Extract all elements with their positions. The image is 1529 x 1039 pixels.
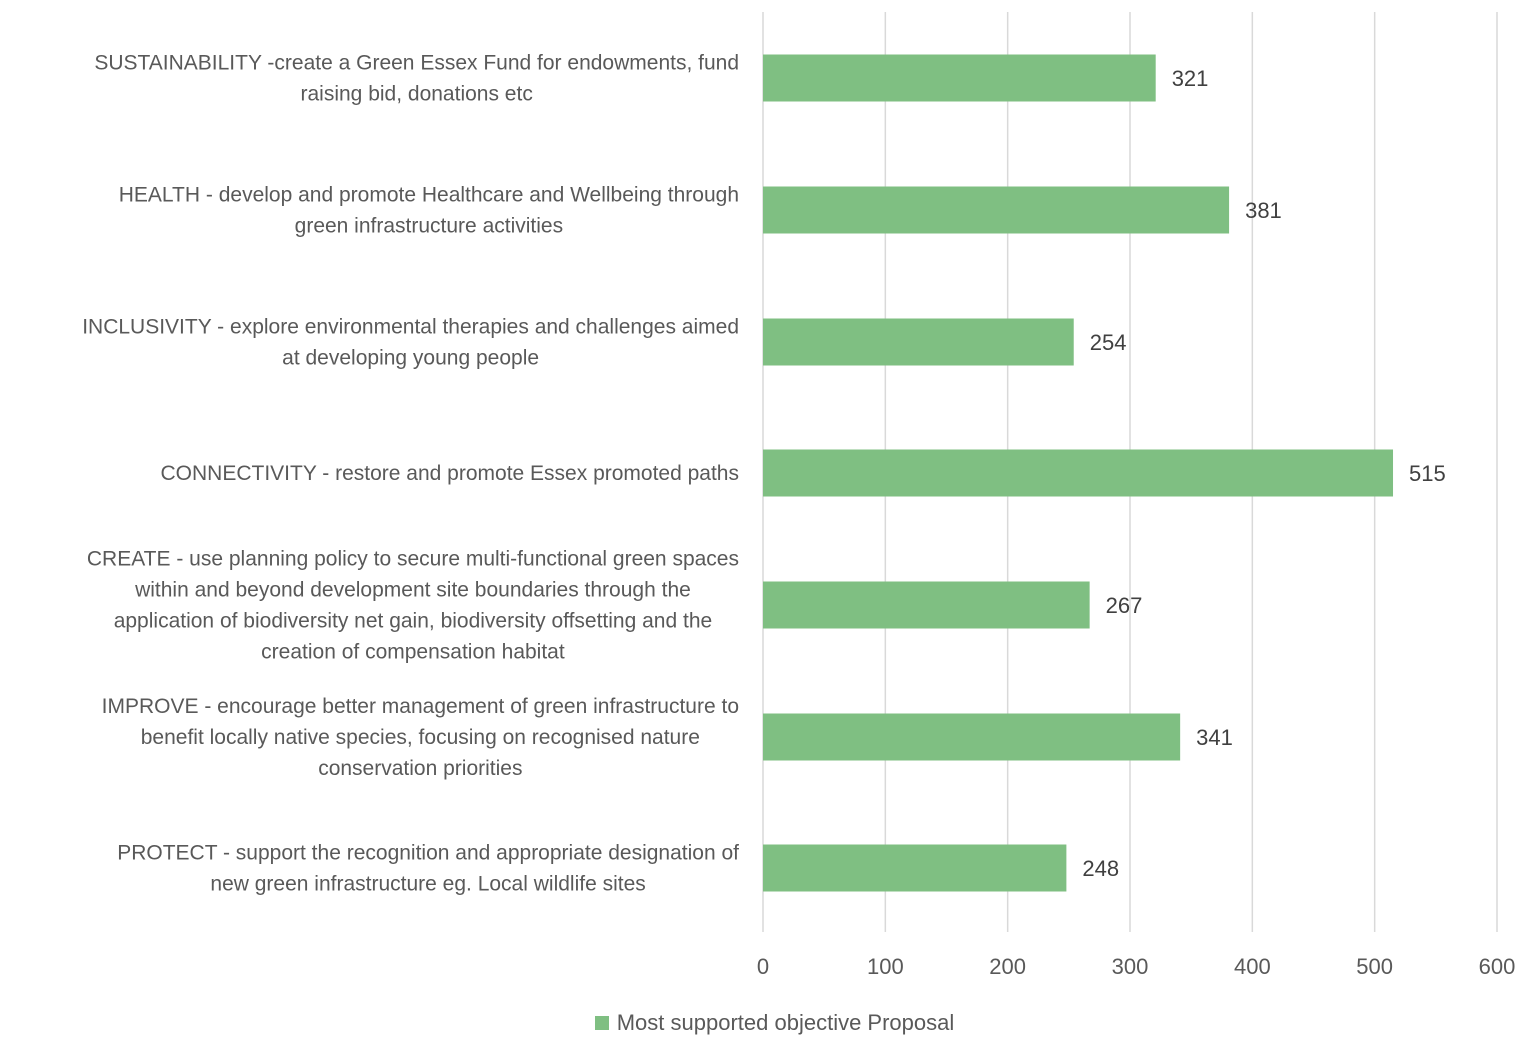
data-label-3: 515 [1409, 461, 1446, 486]
category-label-line: CONNECTIVITY - restore and promote Essex… [160, 462, 739, 485]
bar-3 [763, 450, 1393, 497]
category-label-line: IMPROVE - encourage better management of… [102, 695, 739, 718]
category-label-0: SUSTAINABILITY -create a Green Essex Fun… [94, 52, 739, 106]
category-label-3: CONNECTIVITY - restore and promote Essex… [160, 462, 739, 485]
data-label-5: 341 [1196, 725, 1233, 750]
category-label-1: HEALTH - develop and promote Healthcare … [119, 184, 739, 238]
category-labels: SUSTAINABILITY -create a Green Essex Fun… [82, 52, 739, 896]
x-axis-ticks: 0 100 200 300 400 500 600 [757, 954, 1515, 979]
data-label-4: 267 [1106, 593, 1143, 618]
bar-2 [763, 319, 1074, 366]
legend-label: Most supported objective Proposal [617, 1010, 955, 1036]
bar-0 [763, 55, 1156, 102]
category-label-line: at developing young people [282, 347, 539, 370]
category-label-4: CREATE - use planning policy to secure m… [87, 548, 739, 664]
category-label-line: SUSTAINABILITY -create a Green Essex Fun… [94, 52, 739, 75]
bar-5 [763, 714, 1180, 761]
category-label-line: PROTECT - support the recognition and ap… [117, 842, 739, 865]
bars [763, 55, 1393, 892]
category-label-6: PROTECT - support the recognition and ap… [117, 842, 739, 896]
category-label-line: raising bid, donations etc [301, 83, 533, 106]
category-label-line: creation of compensation habitat [261, 641, 565, 664]
category-label-2: INCLUSIVITY - explore environmental ther… [82, 316, 739, 370]
legend-swatch [595, 1016, 609, 1030]
category-label-line: conservation priorities [318, 757, 522, 780]
x-tick-label-200: 200 [989, 954, 1026, 979]
x-tick-label-600: 600 [1479, 954, 1516, 979]
bar-4 [763, 582, 1090, 629]
x-tick-label-0: 0 [757, 954, 769, 979]
legend: Most supported objective Proposal [0, 1010, 1529, 1036]
category-label-line: CREATE - use planning policy to secure m… [87, 548, 739, 571]
category-label-5: IMPROVE - encourage better management of… [102, 695, 739, 780]
category-label-line: application of biodiversity net gain, bi… [114, 610, 712, 633]
bar-1 [763, 187, 1229, 234]
bar-6 [763, 845, 1066, 892]
x-tick-label-400: 400 [1234, 954, 1271, 979]
x-tick-label-500: 500 [1356, 954, 1393, 979]
category-label-line: HEALTH - develop and promote Healthcare … [119, 184, 739, 207]
data-label-1: 381 [1245, 198, 1282, 223]
x-tick-label-300: 300 [1112, 954, 1149, 979]
category-label-line: benefit locally native species, focusing… [141, 726, 700, 749]
category-label-line: new green infrastructure eg. Local wildl… [210, 873, 645, 896]
category-label-line: green infrastructure activities [295, 215, 563, 238]
data-label-2: 254 [1090, 330, 1127, 355]
category-label-line: within and beyond development site bound… [134, 579, 691, 602]
x-tick-label-100: 100 [867, 954, 904, 979]
data-label-0: 321 [1172, 66, 1209, 91]
category-label-line: INCLUSIVITY - explore environmental ther… [82, 316, 739, 339]
data-label-6: 248 [1082, 856, 1119, 881]
